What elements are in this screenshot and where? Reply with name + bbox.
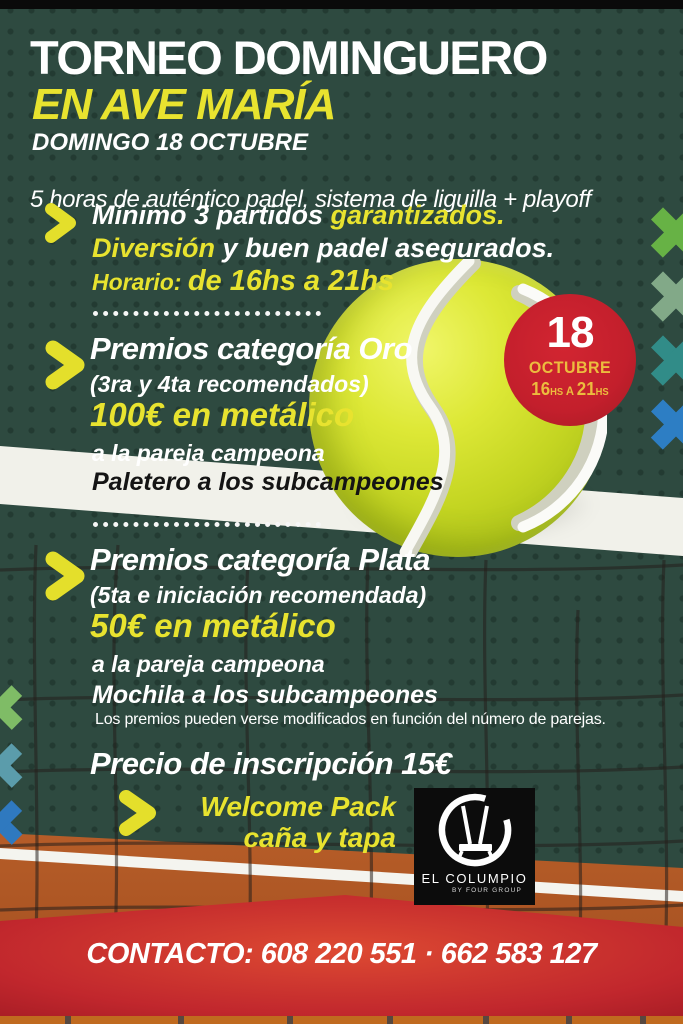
- top-black-bar: [0, 0, 683, 9]
- bottom-strip: [0, 1016, 683, 1024]
- chevron-bullet-icon: [45, 340, 85, 390]
- price-line: Precio de inscripción 15€: [90, 746, 452, 781]
- net-post: [178, 1016, 184, 1024]
- silver-runner-up: Mochila a los subcampeones: [92, 681, 438, 709]
- chevron-bullet-icon: [45, 551, 85, 601]
- net-post: [287, 1016, 293, 1024]
- silver-subtitle: (5ta e iniciación recomendada): [90, 582, 427, 608]
- welcome-pack-line1: Welcome Pack: [200, 791, 396, 822]
- badge-time: 16HS A 21HS: [531, 379, 609, 399]
- swing-icon: [438, 793, 512, 867]
- welcome-pack: Welcome Pack caña y tapa: [0, 791, 396, 853]
- silver-prize: 50€ en metálico: [90, 607, 336, 644]
- net-post: [483, 1016, 489, 1024]
- dotted-separator: [93, 311, 321, 316]
- intro-line2: Diversión y buen padel asegurados.: [92, 233, 555, 263]
- chevron-bullet-icon: [119, 790, 156, 836]
- gold-title: Premios categoría Oro: [90, 331, 413, 366]
- prize-disclaimer: Los premios pueden verse modificados en …: [95, 711, 606, 728]
- x-arrow-green-icon: [0, 684, 24, 732]
- date-badge: 18 OCTUBRE 16HS A 21HS: [504, 294, 636, 426]
- net-post: [566, 1016, 572, 1024]
- el-columpio-logo: EL COLUMPIO BY FOUR GROUP: [414, 788, 535, 905]
- net-post: [387, 1016, 393, 1024]
- dotted-separator: [93, 522, 321, 527]
- silver-title: Premios categoría Plata: [90, 542, 431, 577]
- poster-title: TORNEO DOMINGUERO: [30, 31, 548, 84]
- net-post: [640, 1016, 646, 1024]
- x-arrow-teal-icon: [0, 742, 24, 790]
- gold-subtitle: (3ra y 4ta recomendados): [90, 371, 369, 397]
- poster-location: EN AVE MARÍA: [32, 80, 336, 129]
- x-arrow-green-icon: [649, 206, 683, 260]
- x-arrow-teal-icon: [649, 334, 683, 388]
- contact-line: CONTACTO: 608 220 551 · 662 583 127: [86, 938, 597, 970]
- gold-runner-up: Paletero a los subcampeones: [92, 468, 444, 496]
- logo-tagline: BY FOUR GROUP: [451, 887, 522, 894]
- x-arrow-blue-icon: [649, 398, 683, 452]
- badge-day: 18: [546, 308, 595, 357]
- net-post: [65, 1016, 71, 1024]
- logo-name: EL COLUMPIO: [421, 871, 528, 886]
- gold-prize: 100€ en metálico: [90, 396, 355, 433]
- intro-schedule: Horario: de 16hs a 21hs: [92, 265, 395, 297]
- poster-date: DOMINGO 18 OCTUBRE: [32, 129, 309, 156]
- intro-line1: Mínimo 3 partidos garantizados.: [92, 200, 505, 230]
- gold-recipient: a la pareja campeona: [92, 440, 325, 466]
- chevron-bullet-icon: [45, 203, 76, 243]
- silver-recipient: a la pareja campeona: [92, 651, 325, 677]
- poster-tagline: 5 horas de auténtico padel, sistema de l…: [30, 186, 591, 213]
- badge-month: OCTUBRE: [528, 358, 612, 377]
- intro-text: Mínimo 3 partidos garantizados. Diversió…: [92, 199, 554, 299]
- x-arrow-sage-icon: [649, 270, 683, 324]
- welcome-pack-line2: caña y tapa: [243, 822, 396, 853]
